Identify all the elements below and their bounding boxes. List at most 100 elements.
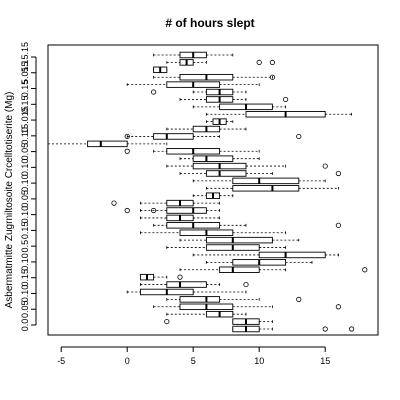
- box: [219, 266, 260, 273]
- box-group: [139, 273, 183, 281]
- y-tick-label: 0.05: [20, 190, 30, 208]
- box-group: [179, 236, 300, 244]
- y-tick-label: 0.05: [20, 300, 30, 318]
- outlier-point: [296, 296, 302, 302]
- outlier-point: [111, 200, 117, 206]
- y-tick-label: 0.15: [20, 80, 30, 98]
- outlier-point: [322, 326, 328, 332]
- x-tick-label: 10: [254, 356, 264, 366]
- box-group: [205, 118, 234, 125]
- box-group: [126, 81, 260, 88]
- plot-frame: [47, 44, 379, 336]
- box-group: [192, 103, 287, 111]
- y-tick-label: 15.015: [20, 106, 30, 134]
- outlier-point: [124, 207, 130, 214]
- box-group: [153, 66, 168, 74]
- x-axis: -5 0 5 10 15: [57, 346, 330, 366]
- box: [87, 140, 128, 148]
- y-axis-title-group: Asbermatmitte Zugrniltosoite Crcelltotis…: [4, 92, 15, 309]
- y-tick-label: 0.0: [20, 319, 30, 332]
- outlier-point: [269, 59, 275, 66]
- box-group: [124, 133, 302, 140]
- y-tick-label: 0.10: [20, 127, 30, 145]
- y-tick-label: 0.10: [20, 206, 30, 224]
- outlier-point: [362, 267, 368, 273]
- y-tick-label: 0.10: [20, 159, 30, 177]
- outlier-point: [322, 163, 328, 169]
- box: [192, 155, 234, 162]
- outlier-point: [151, 207, 157, 214]
- box: [153, 133, 194, 140]
- box-group: [205, 259, 313, 266]
- x-tick-label: 15: [320, 356, 330, 366]
- outlier-point: [282, 96, 289, 103]
- box-group: [151, 88, 247, 96]
- y-tick-label: 0.5: [20, 240, 30, 253]
- box-group: [153, 73, 275, 81]
- y-tick-label: 0.10: [20, 174, 30, 192]
- y-tick-label: 0.15: [20, 269, 30, 287]
- box-group: [124, 148, 260, 155]
- box: [205, 236, 273, 244]
- chart-title: # of hours slept: [165, 16, 254, 30]
- box: [179, 296, 221, 303]
- y-tick-label: 0.10: [20, 285, 30, 303]
- outlier-point: [124, 148, 130, 154]
- box-group: [166, 244, 287, 251]
- box-group: [179, 155, 260, 162]
- box-group: [111, 199, 221, 207]
- box-group: [153, 51, 234, 59]
- box: [166, 281, 207, 288]
- box-group: [179, 266, 368, 273]
- box-group: [139, 281, 249, 288]
- box-group: [166, 125, 247, 133]
- box-group: [124, 207, 221, 214]
- outlier-point: [243, 281, 249, 288]
- y-tick-label: 0.15: [20, 222, 30, 240]
- y-tick-label: 0.10: [20, 253, 30, 271]
- box-group: [166, 162, 328, 170]
- box-group: [232, 325, 355, 333]
- box-group: [205, 185, 339, 192]
- x-tick-label: -5: [57, 356, 65, 366]
- boxes-layer: [47, 51, 368, 333]
- outlier-point: [269, 74, 275, 80]
- outlier-point: [124, 133, 130, 140]
- box-group: [139, 214, 221, 222]
- box: [232, 185, 300, 192]
- y-tick-label: 5.015: [20, 61, 30, 84]
- box: [166, 207, 207, 214]
- box-group: [47, 140, 168, 148]
- box-group: [205, 111, 353, 118]
- x-tick-label: 0: [125, 356, 130, 366]
- box-group: [153, 303, 341, 311]
- outlier-point: [296, 133, 302, 140]
- outlier-point: [335, 170, 341, 177]
- y-tick-label: 0.15: [20, 96, 30, 114]
- outlier-point: [164, 318, 170, 325]
- outlier-point: [335, 222, 341, 228]
- box-group: [153, 222, 341, 229]
- box-group: [164, 318, 273, 325]
- outlier-point: [177, 274, 183, 280]
- y-tick-label: 5.15.15: [20, 42, 30, 72]
- box-group: [192, 177, 326, 185]
- y-tick-label: 0.05: [20, 143, 30, 161]
- box: [205, 170, 247, 177]
- box-group: [179, 170, 341, 177]
- box-group: [166, 59, 275, 66]
- box: [258, 251, 326, 259]
- box-group: [179, 96, 289, 103]
- box: [232, 177, 300, 185]
- outlier-point: [348, 326, 355, 332]
- outlier-point: [335, 304, 341, 310]
- box-group: [166, 296, 302, 303]
- box-group: [192, 251, 339, 259]
- box-group: [166, 310, 247, 318]
- y-axis-title: Asbermatmitte Zugrniltosoite Crcelltotis…: [4, 92, 15, 309]
- box-group: [126, 288, 247, 296]
- box-group: [139, 229, 287, 236]
- outlier-point: [256, 59, 262, 66]
- x-tick-label: 5: [191, 356, 196, 366]
